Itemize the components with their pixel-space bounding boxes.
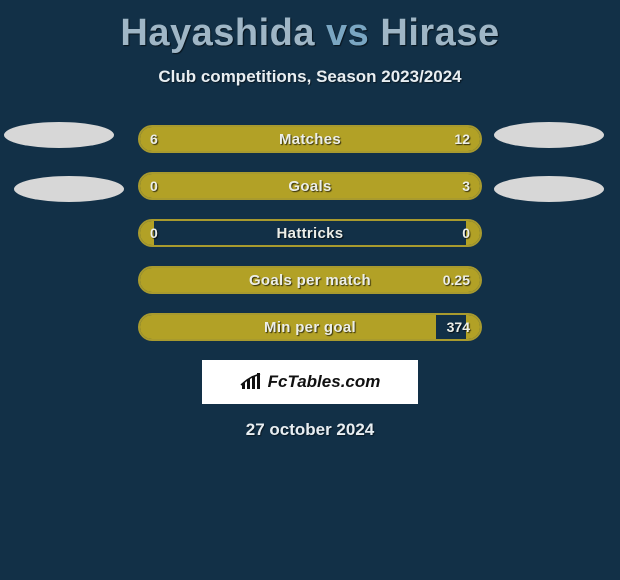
- player-silhouette-icon: [494, 122, 604, 148]
- comparison-chart: 612Matches 03Goals 00Hattricks 0.25Goals pe…: [0, 125, 620, 341]
- subtitle: Club competitions, Season 2023/2024: [0, 67, 620, 87]
- player-silhouette-icon: [4, 122, 114, 148]
- player2-name: Hirase: [380, 12, 499, 54]
- player1-name: Hayashida: [120, 12, 315, 54]
- bar-chart-icon: [240, 373, 262, 391]
- stat-row: 374Min per goal: [138, 313, 482, 341]
- stat-label: Matches: [140, 127, 480, 151]
- brand-text: FcTables.com: [268, 372, 381, 392]
- stat-row: 03Goals: [138, 172, 482, 200]
- comparison-title: Hayashida vs Hirase: [0, 0, 620, 55]
- footer-date: 27 october 2024: [0, 420, 620, 440]
- vs-separator: vs: [326, 12, 369, 54]
- stat-label: Hattricks: [140, 221, 480, 245]
- brand-badge: FcTables.com: [202, 360, 418, 404]
- player-silhouette-icon: [14, 176, 124, 202]
- stat-row: 00Hattricks: [138, 219, 482, 247]
- stat-row: 0.25Goals per match: [138, 266, 482, 294]
- stat-label: Goals: [140, 174, 480, 198]
- stat-label: Min per goal: [140, 315, 480, 339]
- stat-label: Goals per match: [140, 268, 480, 292]
- player-silhouette-icon: [494, 176, 604, 202]
- stat-row: 612Matches: [138, 125, 482, 153]
